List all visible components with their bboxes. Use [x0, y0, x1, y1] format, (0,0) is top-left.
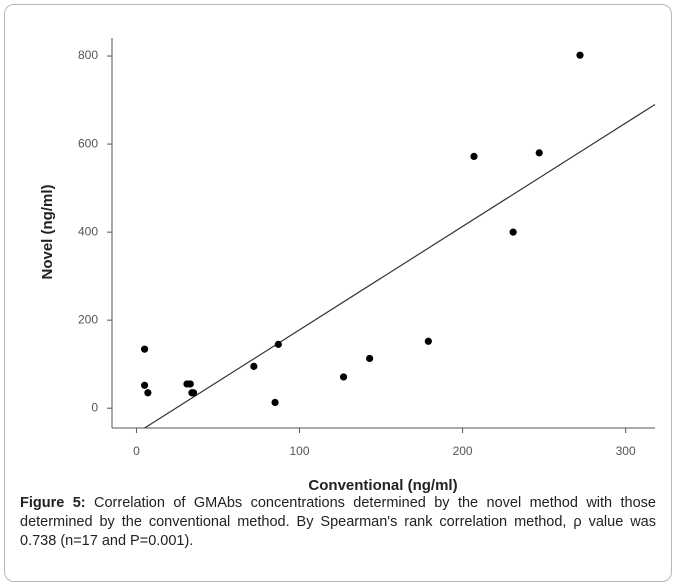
- y-tick-label: 600: [78, 136, 98, 150]
- x-tick-label: 300: [616, 444, 636, 458]
- y-tick-label: 0: [91, 400, 98, 414]
- figure-frame: [4, 4, 672, 582]
- data-point: [186, 380, 194, 388]
- data-point: [470, 152, 478, 161]
- data-point: [366, 354, 374, 363]
- data-point: [141, 381, 149, 389]
- caption-label: Figure 5:: [20, 495, 86, 511]
- trend-line: [144, 103, 656, 429]
- x-tick-label: 200: [453, 444, 473, 458]
- data-point: [535, 149, 543, 157]
- data-point: [141, 345, 149, 353]
- caption-text: Correlation of GMAbs concentrations dete…: [20, 495, 657, 549]
- data-point: [576, 51, 584, 59]
- data-point: [144, 389, 152, 397]
- data-point: [424, 337, 432, 345]
- data-point: [509, 228, 517, 236]
- data-point: [274, 340, 282, 348]
- data-point: [271, 398, 279, 407]
- caption: Figure 5: Correlation of GMAbs concentra…: [20, 494, 656, 551]
- y-tick-label: 200: [78, 312, 98, 326]
- data-point: [189, 389, 198, 397]
- data-point: [250, 362, 258, 370]
- data-point: [339, 373, 348, 381]
- x-tick-label: 100: [290, 444, 310, 458]
- x-tick-label: 0: [133, 444, 140, 458]
- x-axis-title: Conventional (ng/ml): [308, 477, 457, 494]
- y-axis-title: Novel (ng/ml): [39, 184, 56, 279]
- y-tick-label: 800: [78, 48, 98, 62]
- y-tick-label: 400: [78, 224, 98, 238]
